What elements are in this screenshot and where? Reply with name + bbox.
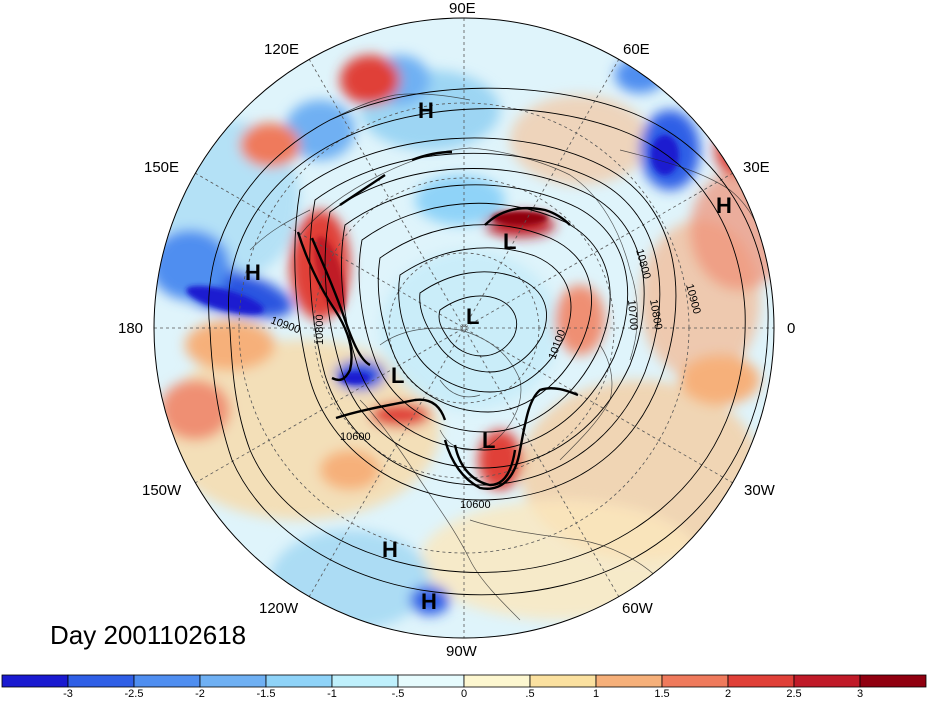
colorbar-tick-label: 3 [856,688,864,700]
colorbar-tick-label: 2 [724,688,732,700]
lon-label-90w: 90W [446,643,477,660]
colorbar-tick-label: -3 [63,688,73,700]
pressure-centers: H H H H H L L L L [245,98,732,614]
lon-label-30e: 30E [743,159,770,176]
high-marker: H [421,589,437,614]
low-marker: L [503,229,516,254]
high-marker: H [418,98,434,123]
colorbar-tick-label: 0 [460,688,468,700]
lon-label-60w: 60W [622,600,653,617]
colorbar-tick-label: -1 [327,688,337,700]
lon-label-180: 180 [118,320,144,337]
high-marker: H [245,260,261,285]
lon-label-90e: 90E [449,0,476,17]
height-contours [208,87,769,596]
colorbar-tick-label: 1 [592,688,600,700]
colorbar-swatch [463,674,531,688]
colorbar-tick-label: .5 [525,688,535,700]
colorbar-tick-label: -2 [195,688,205,700]
colorbar-swatch [199,674,267,688]
colorbar-swatch [595,674,663,688]
colorbar-swatch [859,674,927,688]
colorbar-tick-label: -2.5 [124,688,144,700]
lon-label-150w: 150W [142,482,182,499]
colorbar-tick-label: -.5 [391,688,405,700]
lon-label-150e: 150E [144,159,180,176]
high-marker: H [716,193,732,218]
high-marker: H [382,537,398,562]
date-title: Day 2001102618 [50,620,247,650]
map-border [153,17,775,639]
colorbar-swatch [1,674,69,688]
contour-label: 10600 [340,431,371,443]
lon-label-120w: 120W [259,600,299,617]
colorbar-swatch [331,674,399,688]
lon-label-0: 0 [787,320,796,337]
low-marker: L [466,304,479,329]
colorbar-tick-label: 2.5 [786,688,802,700]
lon-label-120e: 120E [264,41,300,58]
colorbar-swatch [661,674,729,688]
contour-label: 10700 [625,299,640,331]
colorbar [1,674,927,688]
lon-label-60e: 60E [623,41,650,58]
low-marker: L [482,428,495,453]
contour-label: 10800 [314,314,326,345]
colorbar-tick-label: -1.5 [256,688,276,700]
low-marker: L [391,363,404,388]
lon-label-30w: 30W [744,482,775,499]
colorbar-tick-label: 1.5 [654,688,670,700]
anomaly-field: 10900 10800 10600 10800 10900 10800 1070… [154,18,774,638]
colorbar-swatch [529,674,597,688]
contour-label: 10800 [647,298,664,330]
colorbar-swatch [793,674,861,688]
colorbar-swatch [397,674,465,688]
colorbar-swatch [133,674,201,688]
bold-contours [296,150,579,490]
contour-label: 10600 [460,499,491,511]
colorbar-swatch [265,674,333,688]
colorbar-swatch [727,674,795,688]
colorbar-swatch [67,674,135,688]
